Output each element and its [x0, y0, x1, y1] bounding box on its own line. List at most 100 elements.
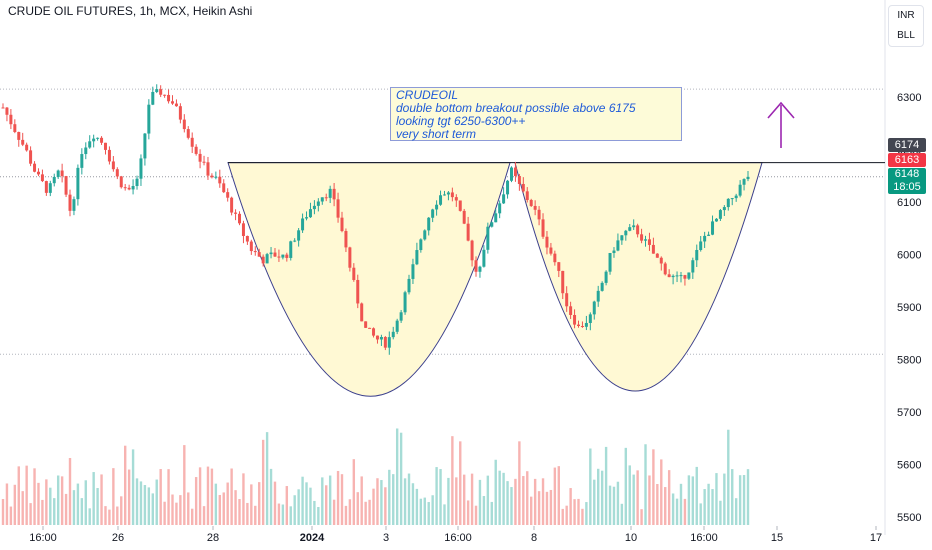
volume-bar [502, 472, 505, 525]
candle-body [147, 104, 151, 134]
volume-bar [478, 479, 482, 525]
candle-body [1, 107, 5, 109]
candle-body [427, 217, 431, 231]
volume-bar [423, 497, 426, 525]
candle-body [454, 197, 458, 201]
volume-bar [332, 499, 336, 525]
candle-body [234, 212, 238, 214]
candle-body [387, 337, 391, 348]
volume-bar [56, 475, 60, 525]
candle-body [249, 241, 253, 252]
candle-body [482, 249, 486, 267]
candle-body [588, 314, 592, 323]
candle-body [84, 147, 88, 155]
volume-bar [321, 477, 324, 525]
volume-bar [526, 471, 529, 525]
volume-bar [608, 485, 612, 525]
candle-body [324, 197, 328, 199]
volume-bar [309, 487, 312, 525]
candle-body [498, 203, 502, 214]
price-tick: 5600 [897, 460, 921, 472]
currency-primary[interactable]: INR [897, 10, 915, 21]
volume-bar [84, 480, 87, 525]
volume-bar [380, 480, 383, 525]
candle-body [92, 138, 96, 142]
candle-body [190, 137, 194, 147]
volume-bar [72, 490, 76, 525]
candle-body [640, 234, 644, 241]
volume-bar [53, 498, 56, 525]
volume-bar [604, 446, 608, 525]
volume-bar [171, 494, 174, 525]
currency-selector[interactable]: INR BLL [888, 5, 924, 47]
volume-bar [628, 465, 631, 525]
volume-bar [549, 489, 553, 525]
volume-bar [553, 467, 557, 525]
candle-body [679, 275, 683, 277]
candle-body [446, 192, 450, 195]
volume-bar [439, 469, 442, 525]
volume-bar [37, 482, 40, 525]
volume-bar [557, 466, 560, 525]
candle-body [21, 139, 25, 145]
volume-bar [348, 499, 352, 525]
candle-body [600, 282, 604, 291]
candle-body [241, 223, 245, 236]
volume-bar [147, 487, 151, 525]
volume-bar [699, 503, 702, 525]
volume-bar [671, 493, 675, 525]
candle-body [458, 200, 462, 211]
candle-body [509, 167, 513, 181]
candle-body [48, 183, 52, 193]
candle-body [115, 169, 119, 177]
candle-body [746, 176, 750, 180]
candle-body [17, 132, 21, 140]
time-tick: 2024 [300, 532, 325, 544]
volume-bar [573, 499, 576, 525]
currency-secondary[interactable]: BLL [897, 30, 915, 41]
volume-bar [522, 476, 525, 525]
candle-body [127, 187, 131, 190]
last-price: 6148 [894, 168, 920, 180]
candle-body [368, 327, 372, 329]
volume-bar [687, 475, 691, 525]
volume-bar [191, 508, 194, 525]
candle-body [305, 217, 309, 219]
candle-body [245, 235, 249, 242]
time-tick: 16:00 [690, 532, 718, 544]
volume-bar [581, 508, 584, 525]
candle-body [131, 186, 135, 190]
volume-bar [427, 502, 430, 525]
candle-body [356, 279, 360, 304]
candle-body [194, 146, 198, 154]
volume-bar [230, 468, 233, 525]
candle-body [44, 181, 48, 193]
volume-bar [273, 481, 277, 525]
candle-body [202, 161, 206, 163]
candle-body [107, 149, 111, 162]
annotation-callout[interactable]: CRUDEOIL double bottom breakout possible… [390, 87, 682, 141]
candle-body [466, 223, 470, 241]
volume-bar [462, 474, 466, 525]
volume-bar [261, 439, 265, 525]
candle-body [683, 275, 687, 279]
candle-body [9, 114, 13, 125]
volume-bar [250, 484, 253, 525]
candle-body [186, 129, 190, 138]
candle-body [320, 197, 324, 202]
candle-body [628, 227, 632, 231]
volume-bar [210, 468, 214, 525]
time-tick: 26 [112, 532, 124, 544]
volume-bar [68, 457, 72, 525]
volume-bar [707, 483, 710, 525]
volume-bar [328, 475, 332, 525]
volume-bar [123, 445, 127, 525]
candle-body [198, 153, 202, 162]
volume-bar [222, 492, 225, 525]
candle-body [273, 252, 277, 257]
candle-body [340, 217, 344, 232]
candle-body [663, 263, 667, 275]
candle-body [289, 241, 293, 258]
last-price-tag: 6148 18:05 [888, 168, 926, 194]
